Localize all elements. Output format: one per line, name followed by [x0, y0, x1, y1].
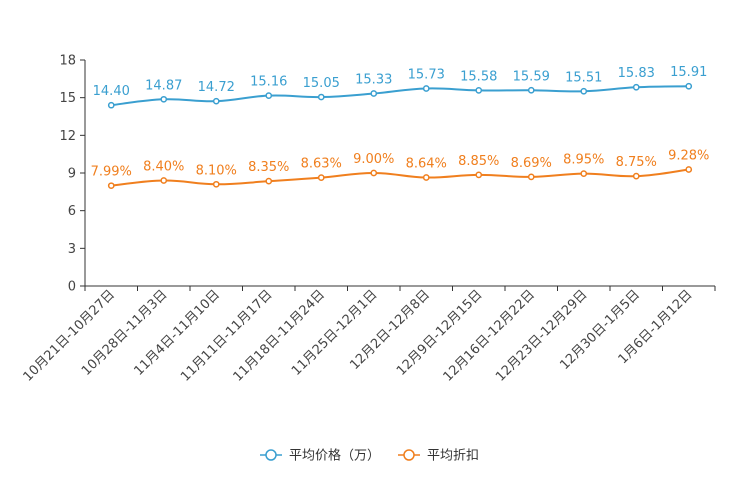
y-tick-label: 3: [68, 242, 76, 257]
series-layer: 14.40 14.87 14.72 15.16 15.05 15.33 15.73 15.58…: [91, 65, 709, 190]
data-point[interactable]: [475, 171, 483, 179]
series-line: [111, 85, 689, 107]
data-label: 8.63%: [301, 157, 342, 172]
data-point[interactable]: [685, 166, 693, 173]
x-tick-label: 11月18日-11月24日: [231, 287, 328, 384]
legend-marker-icon: [265, 449, 277, 461]
data-label: 15.58: [460, 69, 497, 84]
y-tick-label: 12: [59, 129, 76, 144]
series-1: 7.99% 8.40% 8.10% 8.35% 8.63% 9.00% 8.64% 8.85%…: [91, 148, 709, 190]
data-point[interactable]: [422, 174, 430, 181]
y-tick-label: 9: [68, 167, 76, 182]
legend-item-0[interactable]: 平均价格（万）: [260, 448, 380, 464]
data-point[interactable]: [475, 87, 483, 94]
data-label: 15.91: [670, 65, 707, 80]
data-point[interactable]: [107, 101, 115, 109]
x-tick-label: 12月23日-12月29日: [493, 287, 590, 384]
x-tick-label: 10月21日-10月27日: [21, 287, 118, 384]
legend-label: 平均折扣: [427, 449, 479, 464]
data-point[interactable]: [370, 169, 378, 177]
data-point[interactable]: [160, 95, 168, 103]
data-label: 15.73: [408, 68, 445, 83]
data-label: 15.83: [618, 66, 655, 81]
legend-label: 平均价格（万）: [289, 448, 380, 464]
y-tick-label: 18: [59, 54, 76, 69]
legend[interactable]: 平均价格（万） 平均折扣: [260, 448, 479, 464]
data-point[interactable]: [370, 90, 378, 97]
data-point[interactable]: [527, 86, 535, 94]
data-label: 8.35%: [248, 160, 289, 175]
data-label: 15.16: [250, 75, 287, 90]
data-label: 8.95%: [563, 153, 604, 168]
data-point[interactable]: [632, 83, 640, 91]
data-point[interactable]: [422, 85, 430, 92]
data-label: 7.99%: [91, 165, 132, 180]
data-label: 14.87: [145, 78, 182, 93]
data-label: 15.51: [565, 70, 602, 85]
data-point[interactable]: [580, 170, 588, 177]
data-point[interactable]: [632, 172, 640, 180]
data-label: 14.72: [198, 80, 235, 95]
legend-marker-icon: [403, 449, 415, 461]
y-tick-label: 0: [68, 280, 76, 295]
data-point[interactable]: [107, 182, 115, 190]
data-label: 14.40: [93, 84, 130, 99]
data-point[interactable]: [212, 97, 220, 105]
data-label: 8.40%: [143, 160, 184, 175]
series-line: [111, 168, 689, 187]
x-tick-label: 12月16日-12月22日: [441, 287, 538, 384]
data-point[interactable]: [317, 93, 325, 101]
data-label: 8.64%: [406, 157, 447, 172]
y-tick-label: 15: [59, 91, 76, 106]
data-label: 8.85%: [458, 154, 499, 169]
data-point[interactable]: [527, 173, 535, 181]
data-label: 15.05: [303, 76, 340, 91]
y-tick-label: 6: [68, 204, 76, 219]
data-label: 15.59: [513, 69, 550, 84]
data-point[interactable]: [265, 177, 273, 185]
data-point[interactable]: [265, 92, 273, 100]
data-point[interactable]: [160, 177, 168, 184]
legend-item-1[interactable]: 平均折扣: [398, 449, 479, 464]
data-label: 9.00%: [353, 152, 394, 167]
data-point[interactable]: [317, 174, 325, 181]
data-point[interactable]: [685, 82, 693, 90]
data-point[interactable]: [212, 180, 220, 188]
data-label: 8.69%: [511, 156, 552, 171]
data-label: 9.28%: [668, 148, 709, 163]
data-label: 8.10%: [196, 163, 237, 178]
data-label: 15.33: [355, 73, 392, 88]
data-label: 8.75%: [616, 155, 657, 170]
series-0: 14.40 14.87 14.72 15.16 15.05 15.33 15.73 15.58…: [93, 65, 707, 109]
x-tick-label: 11月11日-11月17日: [178, 287, 275, 384]
data-point[interactable]: [580, 87, 588, 95]
